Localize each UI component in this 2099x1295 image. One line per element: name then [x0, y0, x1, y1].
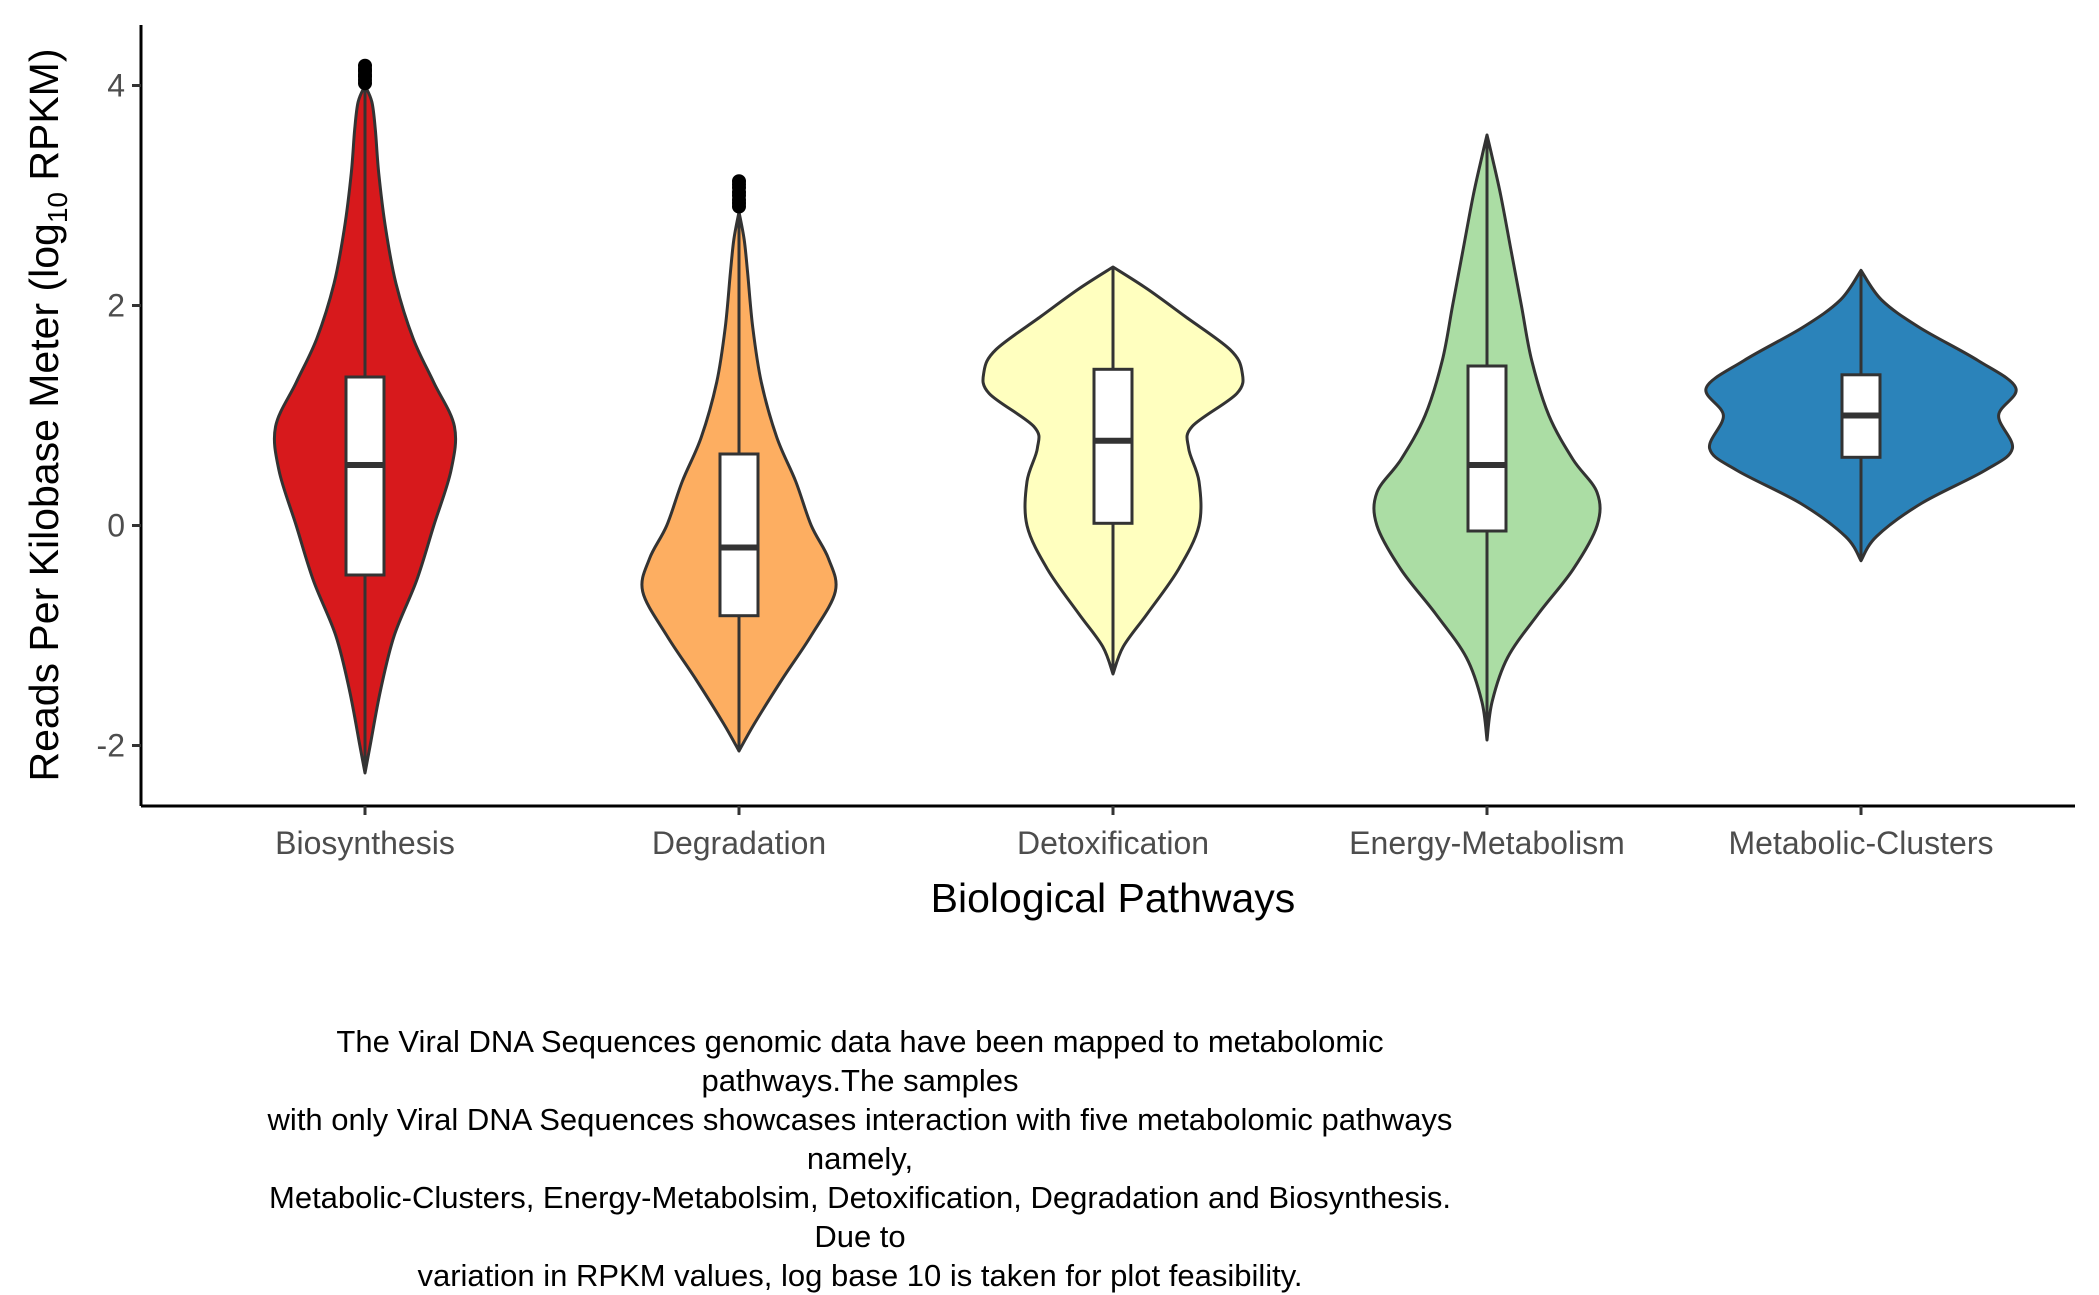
box-detoxification [1092, 367, 1134, 525]
x-tick-label: Detoxification [1017, 825, 1209, 861]
x-tick-label: Energy-Metabolism [1349, 825, 1625, 861]
x-tick-label: Metabolic-Clusters [1729, 825, 1994, 861]
figure-caption: The Viral DNA Sequences genomic data hav… [250, 1022, 1470, 1295]
box-degradation [718, 452, 760, 618]
plot-area [272, 58, 2018, 775]
y-axis-title: Reads Per Kilobase Meter (log10 RPKM) [21, 49, 73, 782]
violin-chart: Biosynthesis Degradation Detoxification Ene… [21, 25, 2075, 921]
y-axis-title-suffix: RPKM) [21, 49, 67, 193]
ticks: Biosynthesis Degradation Detoxification Ene… [97, 68, 1994, 862]
x-tick-label: Biosynthesis [275, 825, 455, 861]
x-tick-label: Degradation [652, 825, 826, 861]
box-biosynthesis [344, 375, 386, 577]
y-axis-title-subscript: 10 [42, 192, 73, 223]
axes [139, 25, 2075, 808]
outlier-point [358, 58, 372, 73]
x-axis-title: Biological Pathways [931, 875, 1296, 921]
caption-line: Metabolic-Clusters, Energy-Metabolsim, D… [269, 1180, 1451, 1254]
y-tick-label: 0 [107, 508, 125, 544]
y-axis-title-prefix: Reads Per Kilobase Meter (log [21, 223, 67, 781]
caption-line: The Viral DNA Sequences genomic data hav… [336, 1024, 1384, 1098]
y-tick-label: -2 [97, 728, 125, 764]
box-energy-metabolism [1466, 364, 1508, 533]
caption-line: variation in RPKM values, log base 10 is… [417, 1258, 1303, 1293]
y-tick-label: 2 [107, 288, 125, 324]
caption-line: with only Viral DNA Sequences showcases … [267, 1102, 1453, 1176]
outlier-point [732, 174, 746, 189]
y-tick-label: 4 [107, 68, 125, 104]
